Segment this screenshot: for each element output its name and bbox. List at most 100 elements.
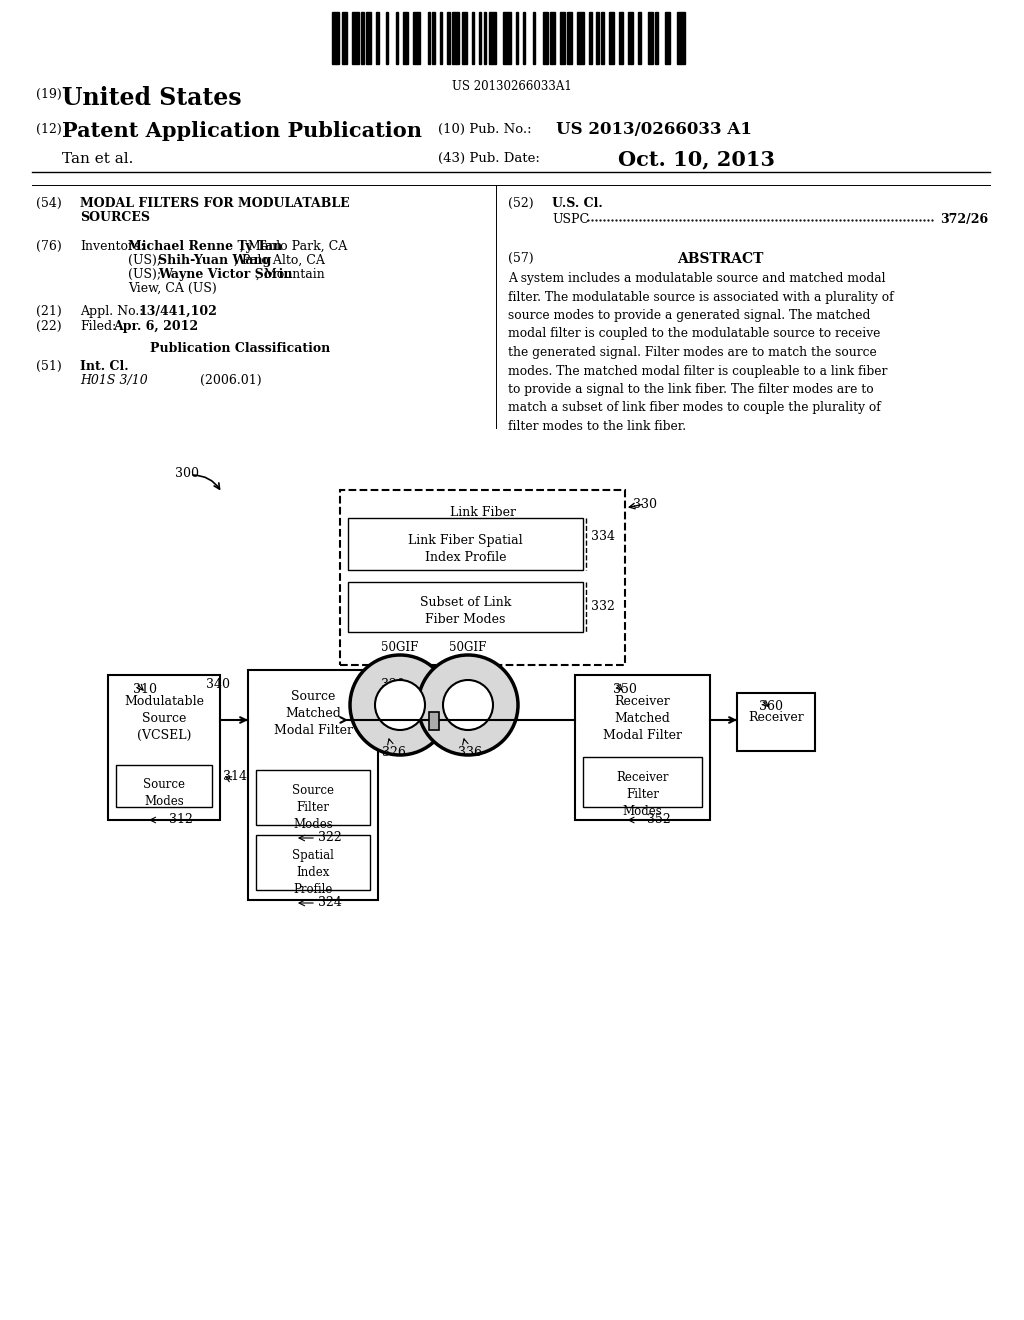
Text: Modulatable
Source
(VCSEL): Modulatable Source (VCSEL) xyxy=(124,696,204,742)
Text: (2006.01): (2006.01) xyxy=(200,374,261,387)
Text: H01S 3/10: H01S 3/10 xyxy=(80,374,147,387)
Bar xyxy=(452,12,460,63)
Ellipse shape xyxy=(350,655,450,755)
Text: Source
Matched
Modal Filter: Source Matched Modal Filter xyxy=(273,690,352,737)
Bar xyxy=(575,675,710,820)
Text: 372/26: 372/26 xyxy=(940,213,988,226)
Text: (57): (57) xyxy=(508,252,534,265)
Text: Receiver
Filter
Modes: Receiver Filter Modes xyxy=(616,771,669,818)
Bar xyxy=(479,12,481,63)
Bar xyxy=(348,517,583,570)
Text: Publication Classification: Publication Classification xyxy=(150,342,330,355)
Text: 360: 360 xyxy=(759,700,783,713)
Text: A system includes a modulatable source and matched modal
filter. The modulatable: A system includes a modulatable source a… xyxy=(508,272,894,433)
Bar xyxy=(256,836,370,890)
Text: , Palo Alto, CA: , Palo Alto, CA xyxy=(234,253,325,267)
Text: 320: 320 xyxy=(381,678,404,690)
Bar xyxy=(462,12,467,63)
Bar xyxy=(386,12,388,63)
Bar xyxy=(432,12,435,63)
Text: Filed:: Filed: xyxy=(80,319,117,333)
Text: Apr. 6, 2012: Apr. 6, 2012 xyxy=(113,319,198,333)
Bar xyxy=(342,12,347,63)
Text: (54): (54) xyxy=(36,197,61,210)
Text: Oct. 10, 2013: Oct. 10, 2013 xyxy=(618,149,775,169)
Bar xyxy=(447,12,450,63)
Text: Shih-Yuan Wang: Shih-Yuan Wang xyxy=(158,253,271,267)
Text: 13/441,102: 13/441,102 xyxy=(138,305,217,318)
Text: (US);: (US); xyxy=(128,253,165,267)
Bar xyxy=(618,12,624,63)
Bar xyxy=(248,671,378,900)
Bar xyxy=(608,12,613,63)
Bar xyxy=(348,582,583,632)
Ellipse shape xyxy=(418,655,518,755)
Text: 300: 300 xyxy=(175,467,199,480)
Text: United States: United States xyxy=(62,86,242,110)
Text: 334: 334 xyxy=(591,531,615,543)
Bar xyxy=(504,12,511,63)
Bar xyxy=(256,770,370,825)
Text: 322: 322 xyxy=(318,832,342,843)
Bar xyxy=(629,12,633,63)
Bar xyxy=(332,12,339,63)
Bar xyxy=(403,12,408,63)
Text: Inventors:: Inventors: xyxy=(80,240,144,253)
Text: (51): (51) xyxy=(36,360,61,374)
Bar xyxy=(395,12,398,63)
Text: (10) Pub. No.:: (10) Pub. No.: xyxy=(438,123,531,136)
Text: Int. Cl.: Int. Cl. xyxy=(80,360,129,374)
Text: U.S. Cl.: U.S. Cl. xyxy=(552,197,603,210)
Text: 312: 312 xyxy=(169,813,193,826)
Bar xyxy=(648,12,653,63)
Text: Michael Renne Ty Tan: Michael Renne Ty Tan xyxy=(128,240,283,253)
Text: Patent Application Publication: Patent Application Publication xyxy=(62,121,422,141)
Text: 336: 336 xyxy=(458,746,482,759)
Text: (43) Pub. Date:: (43) Pub. Date: xyxy=(438,152,540,165)
Bar xyxy=(472,12,474,63)
Text: SOURCES: SOURCES xyxy=(80,211,150,224)
Bar xyxy=(427,12,430,63)
Bar xyxy=(351,12,359,63)
Bar xyxy=(737,693,815,751)
Bar xyxy=(577,12,585,63)
Text: Wayne Victor Sorin: Wayne Victor Sorin xyxy=(158,268,293,281)
Bar xyxy=(597,12,599,63)
Text: Source
Filter
Modes: Source Filter Modes xyxy=(292,784,334,832)
Text: 50GIF: 50GIF xyxy=(450,642,486,653)
Text: (52): (52) xyxy=(508,197,534,210)
Text: 314: 314 xyxy=(223,770,247,783)
Bar xyxy=(516,12,518,63)
Text: , Menlo Park, CA: , Menlo Park, CA xyxy=(240,240,347,253)
Text: View, CA (US): View, CA (US) xyxy=(128,282,217,294)
Bar xyxy=(532,12,536,63)
Text: (21): (21) xyxy=(36,305,61,318)
Text: Tan et al.: Tan et al. xyxy=(62,152,133,166)
Bar xyxy=(589,12,592,63)
Bar xyxy=(638,12,641,63)
Bar xyxy=(583,756,702,807)
Text: Spatial
Index
Profile: Spatial Index Profile xyxy=(292,849,334,896)
Text: Appl. No.:: Appl. No.: xyxy=(80,305,143,318)
Text: Link Fiber: Link Fiber xyxy=(450,506,515,519)
Ellipse shape xyxy=(443,680,493,730)
Bar xyxy=(361,12,364,63)
Text: US 2013/0266033 A1: US 2013/0266033 A1 xyxy=(556,121,752,139)
Bar xyxy=(550,12,555,63)
Bar xyxy=(483,12,486,63)
Text: MODAL FILTERS FOR MODULATABLE: MODAL FILTERS FOR MODULATABLE xyxy=(80,197,349,210)
Text: (12): (12) xyxy=(36,123,61,136)
Text: ABSTRACT: ABSTRACT xyxy=(677,252,763,267)
Bar xyxy=(655,12,657,63)
Text: 310: 310 xyxy=(133,682,157,696)
Bar xyxy=(560,12,564,63)
Text: 332: 332 xyxy=(591,601,614,612)
Text: 326: 326 xyxy=(382,746,406,759)
Bar xyxy=(367,12,371,63)
Text: 340: 340 xyxy=(206,678,230,690)
Bar xyxy=(116,766,212,807)
Bar xyxy=(413,12,420,63)
Text: Receiver: Receiver xyxy=(749,711,804,723)
Bar xyxy=(488,12,496,63)
Bar xyxy=(429,711,439,730)
